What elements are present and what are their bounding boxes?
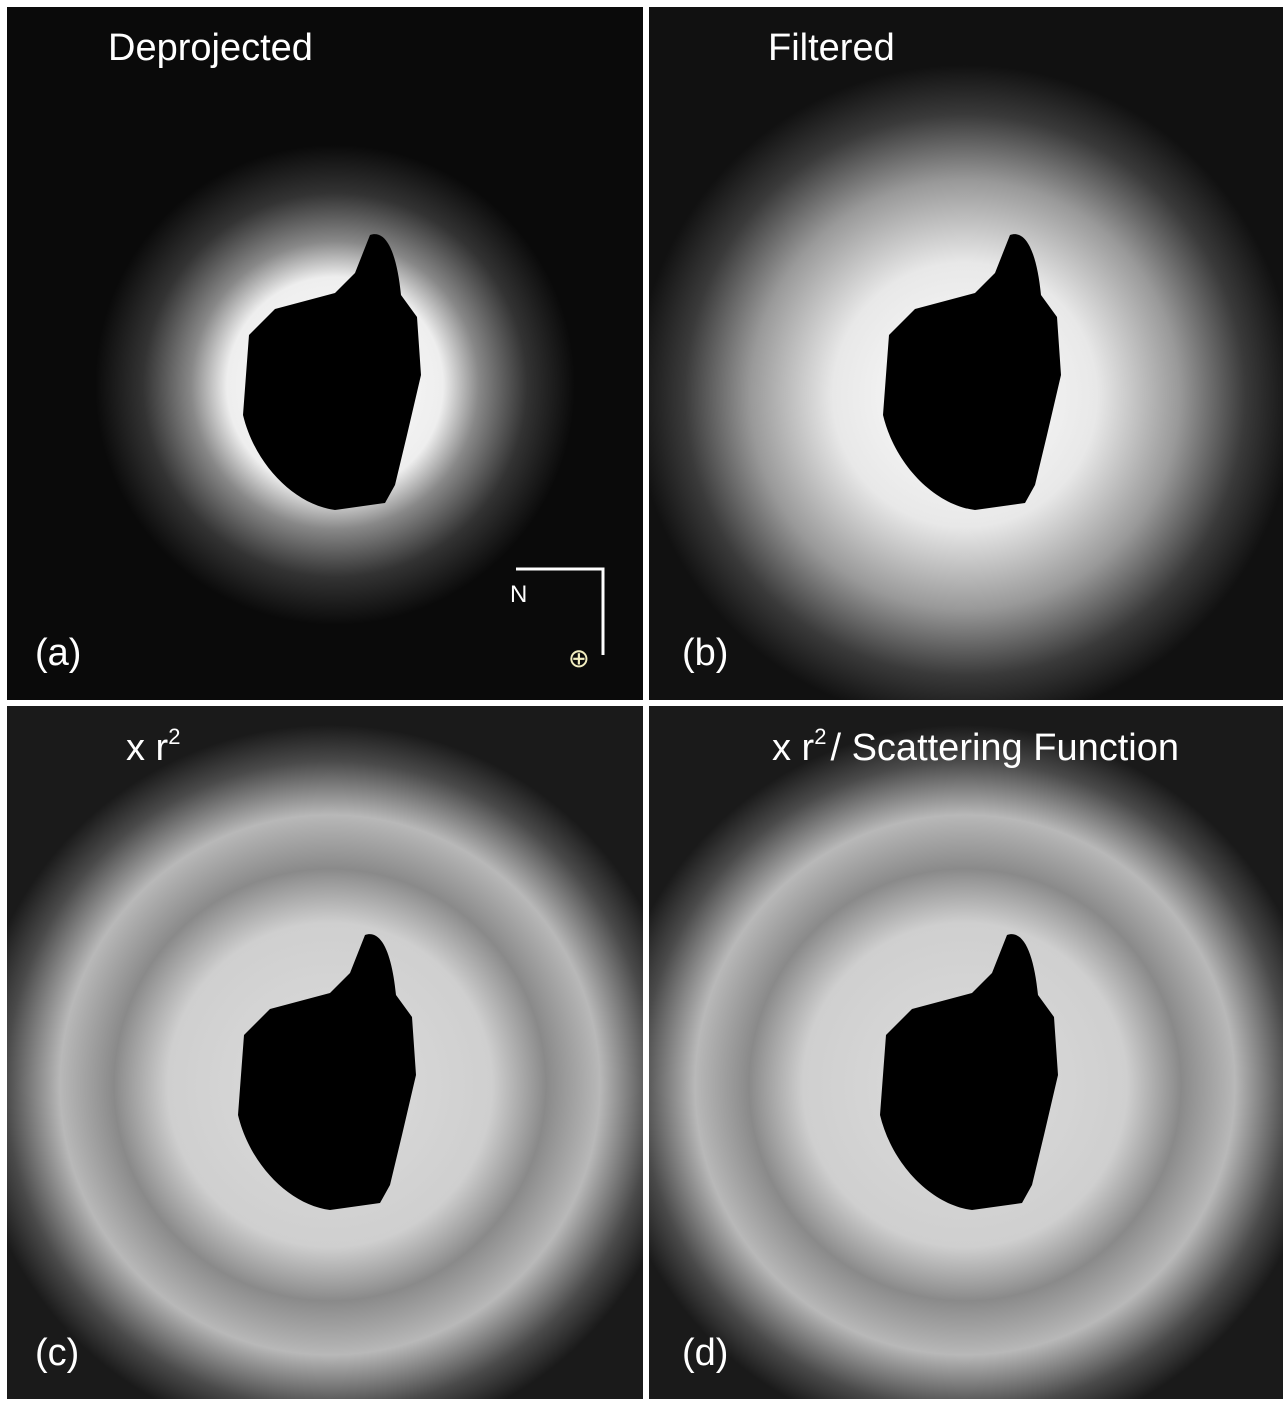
figure: Deprojected (a) N ⊕ Filtered (b) x r2 (c… — [0, 0, 1283, 1399]
panel-label: (c) — [35, 1332, 79, 1374]
panel-title: Filtered — [768, 27, 895, 69]
title-text: / Scattering Function — [830, 727, 1179, 769]
title-text: x r — [126, 727, 169, 769]
panel-title: x r2/ Scattering Function — [772, 724, 1179, 769]
title-text: Deprojected — [108, 27, 313, 69]
title-superscript: 2 — [168, 724, 180, 749]
panel-title: Deprojected — [108, 27, 313, 69]
panel-d: x r2/ Scattering Function (d) — [605, 706, 1283, 1399]
compass-north: N — [510, 581, 527, 608]
title-superscript: 2 — [814, 724, 826, 749]
title-text: x r — [772, 727, 815, 769]
panel-label: (a) — [35, 632, 81, 674]
panel-b: Filtered (b) — [635, 7, 1283, 725]
panel-label: (b) — [682, 632, 728, 674]
title-text: Filtered — [768, 27, 895, 69]
compass-earth: ⊕ — [568, 643, 590, 673]
panel-label: (d) — [682, 1332, 728, 1374]
panel-a: Deprojected (a) N ⊕ — [7, 7, 643, 700]
panel-c: x r2 (c) — [0, 706, 690, 1399]
page: {"panels": [ {"title": ["Deprojected"], … — [0, 0, 1283, 1399]
